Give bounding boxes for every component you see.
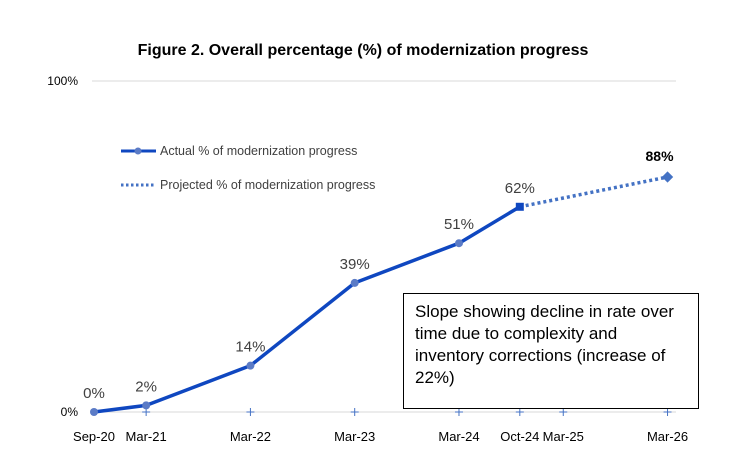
legend-actual-label: Actual % of modernization progress bbox=[160, 144, 357, 158]
data-point-marker bbox=[90, 408, 98, 416]
data-label: 39% bbox=[340, 256, 370, 273]
x-tick-label: Oct-24 bbox=[500, 429, 539, 444]
projected-series-line bbox=[519, 175, 668, 209]
data-labels: 0% 2% 14% 39% 51% 62% 88% bbox=[83, 148, 674, 402]
x-tick-label: Mar-21 bbox=[126, 429, 167, 444]
x-tick-label: Mar-26 bbox=[647, 429, 688, 444]
x-tick-label: Mar-25 bbox=[543, 429, 584, 444]
data-markers bbox=[90, 171, 674, 416]
data-label: 2% bbox=[135, 378, 157, 395]
data-point-marker bbox=[350, 278, 359, 287]
actual-series-line bbox=[93, 205, 521, 414]
x-tick-label: Mar-23 bbox=[334, 429, 375, 444]
projected-point-marker bbox=[661, 171, 674, 183]
data-point-marker bbox=[515, 202, 524, 211]
legend-projected-label: Projected % of modernization progress bbox=[160, 178, 375, 192]
data-point-marker bbox=[142, 401, 151, 410]
data-label: 0% bbox=[83, 385, 105, 402]
legend-actual-marker bbox=[134, 147, 142, 155]
data-label: 62% bbox=[505, 180, 535, 197]
data-label: 14% bbox=[235, 339, 265, 356]
data-point-marker bbox=[246, 361, 255, 370]
annotation-box: Slope showing decline in rate over time … bbox=[403, 293, 699, 409]
y-tick-label-bottom: 0% bbox=[61, 405, 79, 419]
x-tick-label: Mar-22 bbox=[230, 429, 271, 444]
legend: Actual % of modernization progress Proje… bbox=[121, 144, 375, 192]
y-tick-label-top: 100% bbox=[47, 74, 78, 88]
x-tick-label: Sep-20 bbox=[73, 429, 115, 444]
data-point-marker bbox=[454, 239, 463, 248]
x-tick-label: Mar-24 bbox=[438, 429, 479, 444]
projected-data-label: 88% bbox=[646, 148, 675, 164]
data-label: 51% bbox=[444, 216, 474, 233]
chart-title: Figure 2. Overall percentage (%) of mode… bbox=[138, 42, 589, 59]
x-tick-labels: Sep-20 Mar-21 Mar-22 Mar-23 Mar-24 Oct-24 Mar-… bbox=[73, 429, 688, 444]
x-ticks bbox=[142, 408, 672, 416]
